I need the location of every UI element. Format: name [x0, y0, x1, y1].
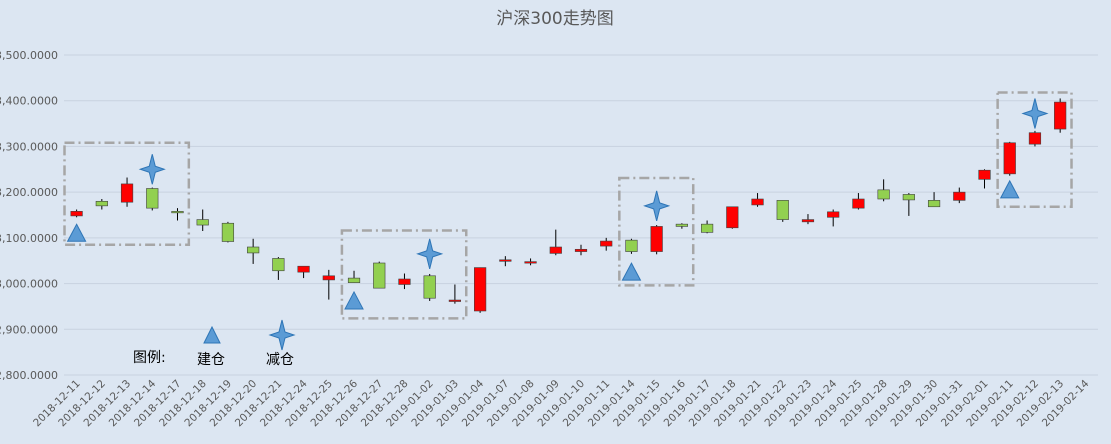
candle-body [1028, 132, 1042, 145]
triangle-icon [203, 325, 221, 344]
highlight-box [996, 91, 1073, 209]
candle-body [776, 200, 789, 220]
y-tick-label: 2,900.0000 [0, 323, 58, 336]
candle-body [146, 188, 159, 209]
buy-marker-triangle-icon [66, 223, 87, 242]
y-tick-label: 3,000.0000 [0, 278, 58, 291]
candle-body [902, 194, 915, 201]
candle-body [978, 169, 991, 180]
y-tick-label: 3,200.0000 [0, 186, 58, 199]
candle-body [524, 261, 537, 264]
legend-heading: 图例: [133, 350, 166, 366]
candle-body [171, 211, 184, 214]
candle-body [726, 206, 739, 229]
candle-body [650, 226, 663, 252]
candle-body [272, 258, 285, 272]
candle-body [120, 183, 134, 203]
gridlines [64, 54, 1098, 376]
highlight-box [618, 176, 695, 287]
candle-body [448, 299, 462, 302]
sell-marker-star-icon [138, 154, 166, 185]
buy-marker-triangle-icon [999, 179, 1020, 199]
sell-marker-star-icon [643, 190, 671, 221]
candle-body [852, 198, 865, 209]
candle-body [398, 278, 411, 285]
candle-body [953, 191, 966, 201]
candle-body [297, 265, 310, 273]
buy-marker-triangle-icon [344, 290, 364, 310]
candle-body [801, 219, 815, 223]
candle-body [322, 275, 335, 281]
x-axis: 2018-12-112018-12-122018-12-132018-12-14… [31, 377, 1092, 429]
highlight-box [340, 229, 468, 320]
y-tick-label: 3,400.0000 [0, 95, 58, 108]
y-axis: 2,800.0000 2,900.0000 3,000.0000 3,100.0000… [0, 49, 58, 382]
candle-body [574, 248, 588, 252]
candle-body [347, 277, 361, 283]
y-tick-label: 3,100.0000 [0, 232, 58, 245]
candle-body [877, 189, 890, 200]
candles [70, 98, 1067, 313]
y-tick-label: 2,800.0000 [0, 369, 58, 382]
candle-body [827, 211, 840, 218]
candle-body [927, 200, 941, 208]
candle-body [247, 246, 260, 254]
legend-sell-label: 减仓 [266, 352, 294, 368]
candle-body [474, 267, 487, 312]
candle-body [625, 239, 638, 252]
legend-buy-label: 建仓 [197, 352, 225, 368]
four-point-star-icon [268, 319, 296, 351]
y-tick-label: 3,500.0000 [0, 49, 58, 62]
candle-body [373, 262, 386, 289]
candle-body [1003, 142, 1016, 175]
candle-body [196, 219, 209, 226]
highlight-box [63, 141, 191, 246]
highlight-boxes [63, 91, 1073, 320]
candle-body [1054, 101, 1067, 130]
candle-body [600, 240, 613, 247]
candle-body [700, 223, 714, 233]
trade-markers [66, 98, 1049, 310]
candle-body [70, 211, 83, 217]
legend: 图例: 建仓 减仓 [133, 319, 296, 368]
candle-body [423, 275, 436, 299]
candle-body [675, 223, 688, 227]
y-tick-label: 3,300.0000 [0, 140, 58, 153]
chart-title: 沪深300走势图 [496, 9, 613, 29]
candle-body [549, 246, 562, 254]
candle-body [499, 259, 512, 262]
candle-body [221, 222, 235, 242]
sell-marker-star-icon [416, 238, 444, 269]
candle-body [95, 200, 108, 207]
candle-body [751, 198, 764, 206]
sell-marker-star-icon [1021, 98, 1049, 129]
buy-marker-triangle-icon [621, 262, 642, 281]
